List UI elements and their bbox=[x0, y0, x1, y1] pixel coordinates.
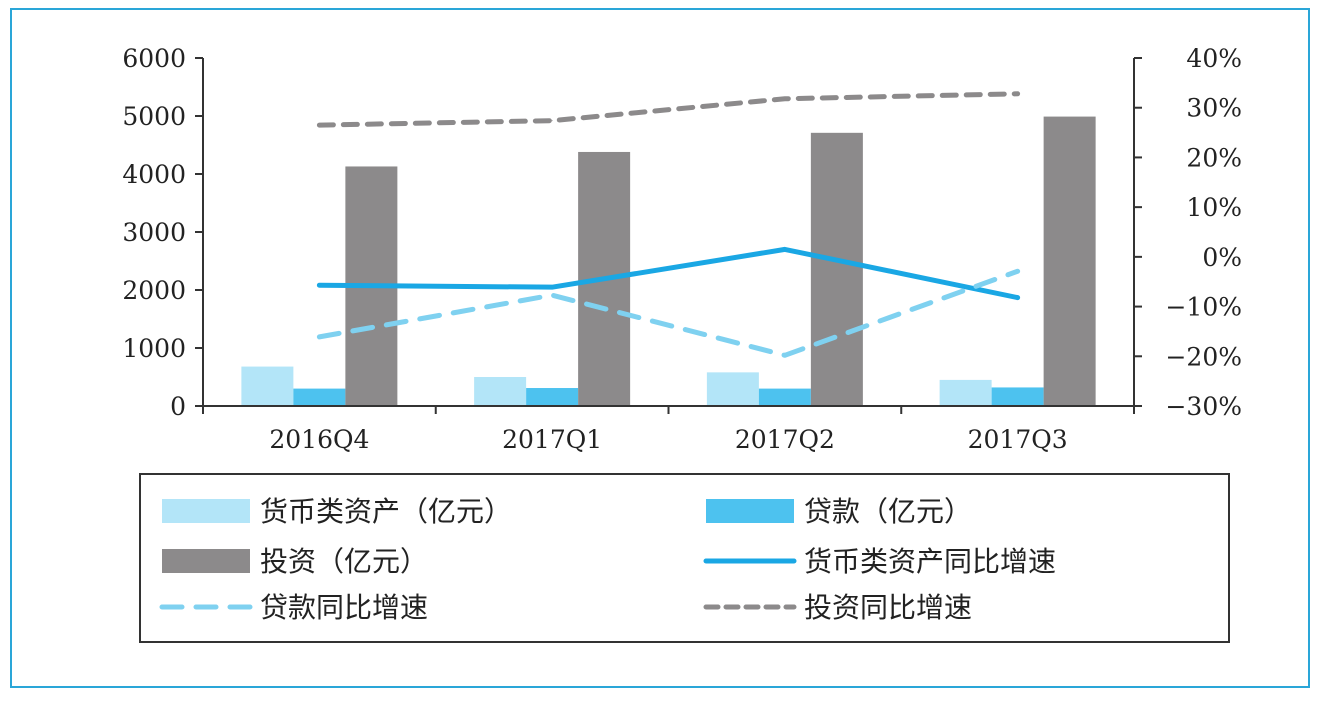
left-tick-label: 5000 bbox=[122, 102, 186, 131]
right-tick-label: 20% bbox=[1186, 143, 1242, 172]
legend-swatch-3 bbox=[162, 549, 250, 573]
left-tick-label: 2000 bbox=[122, 276, 186, 305]
bar-2017Q1-2 bbox=[526, 388, 579, 406]
legend-label-4: 货币类资产同比增速 bbox=[804, 545, 1056, 578]
line-point-3-2017Q2 bbox=[784, 98, 786, 100]
x-tick-label: 2016Q4 bbox=[269, 425, 369, 454]
legend-swatch-2 bbox=[706, 499, 794, 523]
right-tick-label: 0% bbox=[1202, 243, 1242, 272]
line-point-3-2016Q4 bbox=[318, 124, 320, 126]
bar-2017Q1-1 bbox=[474, 377, 527, 406]
x-tick-label: 2017Q2 bbox=[735, 425, 835, 454]
line-point-1-2016Q4 bbox=[318, 284, 320, 286]
left-tick-label: 1000 bbox=[122, 334, 186, 363]
right-tick-label: 30% bbox=[1186, 94, 1242, 123]
line-point-2-2017Q3 bbox=[1017, 270, 1019, 272]
right-tick-label: −30% bbox=[1165, 392, 1242, 421]
right-tick-label: −20% bbox=[1165, 342, 1242, 371]
line-point-1-2017Q3 bbox=[1017, 297, 1019, 299]
line-point-2-2016Q4 bbox=[318, 336, 320, 338]
line-series-3 bbox=[316, 91, 1021, 128]
line-series-1 bbox=[316, 246, 1021, 301]
right-tick-label: 40% bbox=[1186, 44, 1242, 73]
bar-2017Q3-3 bbox=[1043, 116, 1096, 406]
bar-2017Q3-1 bbox=[939, 379, 992, 406]
line-point-3-2017Q1 bbox=[551, 120, 553, 122]
bar-2016Q4-2 bbox=[293, 388, 346, 406]
right-tick-label: −10% bbox=[1165, 293, 1242, 322]
figure-frame bbox=[10, 8, 1310, 688]
line-point-2-2017Q2 bbox=[784, 354, 786, 356]
left-tick-label: 4000 bbox=[122, 160, 186, 189]
legend-label-2: 贷款（亿元） bbox=[804, 495, 972, 528]
line-point-1-2017Q1 bbox=[551, 286, 553, 288]
x-tick-label: 2017Q3 bbox=[968, 425, 1068, 454]
legend-box bbox=[139, 473, 1230, 643]
legend-swatch-1 bbox=[162, 499, 250, 523]
line-point-3-2017Q3 bbox=[1017, 93, 1019, 95]
bar-2017Q2-3 bbox=[810, 132, 863, 406]
bar-2016Q4-1 bbox=[241, 366, 294, 406]
x-tick-label: 2017Q1 bbox=[502, 425, 602, 454]
left-tick-label: 0 bbox=[170, 392, 186, 421]
legend-label-1: 货币类资产（亿元） bbox=[260, 495, 512, 528]
bar-2017Q2-1 bbox=[706, 372, 759, 406]
line-point-1-2017Q2 bbox=[784, 248, 786, 250]
legend-label-5: 贷款同比增速 bbox=[260, 591, 428, 624]
left-tick-label: 6000 bbox=[122, 44, 186, 73]
legend-label-6: 投资同比增速 bbox=[804, 591, 972, 624]
right-tick-label: 10% bbox=[1186, 193, 1242, 222]
line-point-2-2017Q1 bbox=[551, 294, 553, 296]
legend-label-3: 投资（亿元） bbox=[260, 545, 428, 578]
bar-2017Q3-2 bbox=[991, 387, 1044, 406]
line-series-2 bbox=[316, 268, 1021, 358]
bar-2017Q2-2 bbox=[758, 388, 811, 406]
left-tick-label: 3000 bbox=[122, 218, 186, 247]
